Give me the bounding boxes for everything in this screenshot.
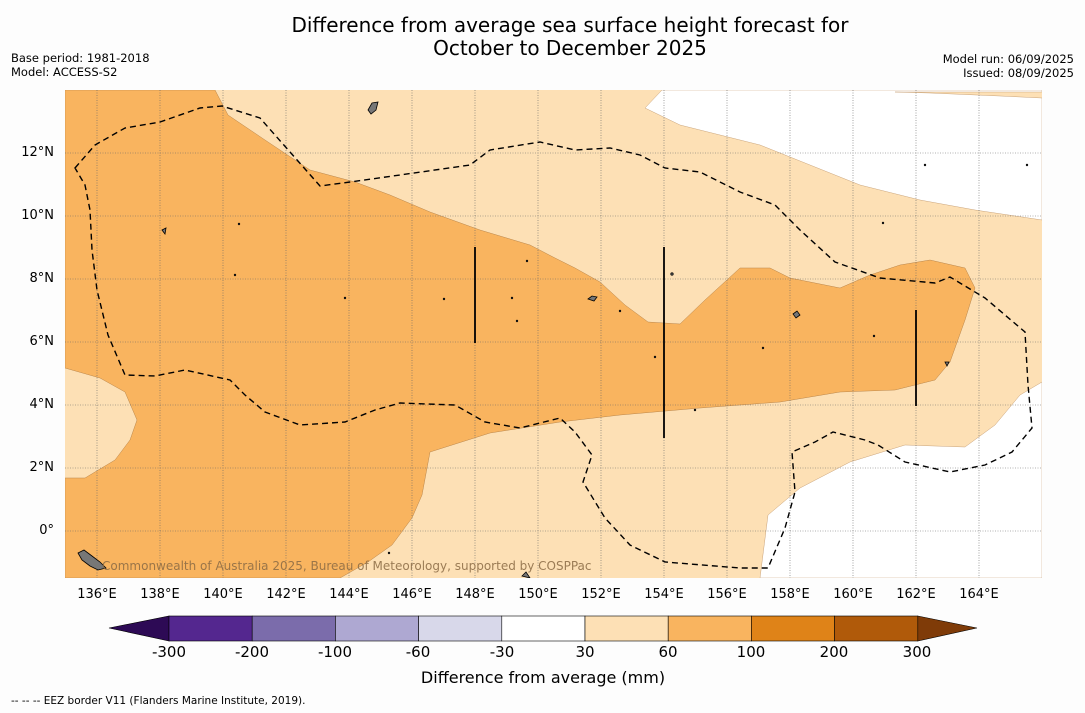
colorbar-swatch: [418, 615, 503, 642]
colorbar-label: -200: [234, 643, 270, 661]
lon-label: 160°E: [833, 587, 873, 602]
lon-label: 148°E: [455, 587, 495, 602]
lon-label: 164°E: [959, 587, 999, 602]
colorbar-swatch: [667, 615, 752, 642]
colorbar-label: 200: [819, 643, 849, 661]
lon-label: 144°E: [329, 587, 369, 602]
copyright-watermark: Commonwealth of Australia 2025, Bureau o…: [102, 559, 592, 573]
marker-lines: [474, 247, 917, 438]
lon-label: 140°E: [203, 587, 243, 602]
lon-label: 154°E: [644, 587, 684, 602]
islands: [77, 101, 1029, 578]
colorbar-swatch: [584, 615, 669, 642]
colorbar: [108, 615, 978, 642]
lon-label: 150°E: [518, 587, 558, 602]
lat-label: 10°N: [21, 208, 54, 223]
eez-footnote: -- -- -- EEZ border V11 (Flanders Marine…: [11, 695, 306, 707]
lon-label: 136°E: [77, 587, 117, 602]
map-gridlines: [65, 90, 1042, 578]
lon-label: 158°E: [770, 587, 810, 602]
model-run: Model run: 06/09/2025: [942, 52, 1074, 66]
lat-label: 0°: [39, 523, 54, 538]
colorbar-label: -300: [151, 643, 187, 661]
meta-left: Base period: 1981-2018 Model: ACCESS-S2: [11, 51, 150, 79]
band-near-average-southeast: [759, 381, 1042, 578]
colorbar-swatch: [751, 615, 835, 642]
map-title: Difference from average sea surface heig…: [0, 14, 1085, 60]
colorbar-swatch: [251, 615, 336, 642]
lon-label: 152°E: [581, 587, 621, 602]
band-60-100: [65, 90, 976, 578]
lat-label: 12°N: [21, 145, 54, 160]
lat-label: 2°N: [29, 460, 55, 475]
title-line-1: Difference from average sea surface heig…: [291, 13, 849, 37]
lat-label: 6°N: [29, 334, 55, 349]
model-name: Model: ACCESS-S2: [11, 65, 118, 79]
colorbar-label: -60: [405, 643, 431, 661]
lon-label: 138°E: [140, 587, 180, 602]
colorbar-extend-low: [108, 615, 170, 642]
issued-date: Issued: 08/09/2025: [963, 66, 1074, 80]
meta-right: Model run: 06/09/2025 Issued: 08/09/2025: [943, 52, 1074, 80]
colorbar-extend-high: [917, 615, 978, 642]
colorbar-label: 100: [736, 643, 766, 661]
colorbar-label: 300: [902, 643, 932, 661]
base-period: Base period: 1981-2018: [11, 51, 150, 65]
band-near-average-north: [644, 90, 1042, 221]
lon-label: 156°E: [707, 587, 747, 602]
colorbar-title: Difference from average (mm): [420, 668, 666, 687]
lat-label: 4°N: [29, 397, 55, 412]
eez-border: [74, 105, 1033, 569]
colorbar-swatch: [834, 615, 919, 642]
colorbar-swatch: [335, 615, 419, 642]
colorbar-swatch: [168, 615, 253, 642]
colorbar-label: 60: [658, 643, 678, 661]
lon-label: 146°E: [392, 587, 432, 602]
colorbar-label: 30: [575, 643, 595, 661]
lon-label: 142°E: [266, 587, 306, 602]
colorbar-label: -100: [317, 643, 353, 661]
lon-label: 162°E: [896, 587, 936, 602]
title-line-2: October to December 2025: [433, 36, 707, 60]
colorbar-label: -30: [489, 643, 515, 661]
colorbar-swatch: [501, 615, 586, 642]
lat-label: 8°N: [29, 271, 55, 286]
